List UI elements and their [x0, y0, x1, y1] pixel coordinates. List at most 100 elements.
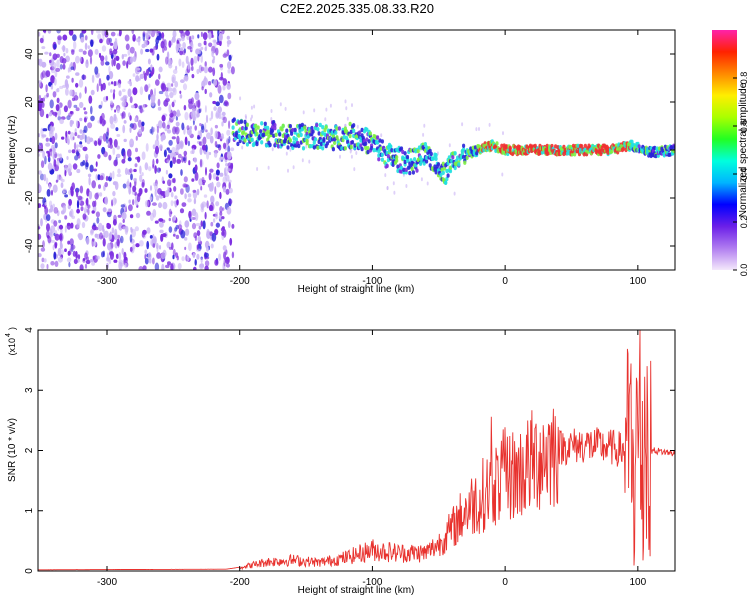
spectrogram-noise-point: [50, 239, 55, 243]
spectrogram-track-point: [405, 154, 410, 160]
spectrogram-noise-point: [135, 147, 138, 153]
spectrogram-noise-point: [82, 146, 88, 152]
spectrogram-noise-point: [122, 183, 127, 189]
spectrogram-noise-point: [102, 33, 105, 42]
spectrogram-noise-point: [50, 204, 54, 213]
spectrogram-noise-point: [475, 127, 478, 132]
spectrogram-noise-point: [126, 184, 130, 189]
spectrogram-noise-point: [98, 184, 101, 189]
spectrogram-noise-point: [50, 84, 54, 90]
spectrogram-track-point: [297, 143, 301, 149]
spectrogram-noise-point: [162, 201, 168, 210]
spectrogram-noise-point: [56, 59, 60, 68]
spectrogram-noise-point: [192, 103, 195, 113]
spectrogram-noise-point: [100, 60, 105, 66]
spectrogram-noise-point: [116, 238, 120, 247]
spectrogram-noise-point: [144, 249, 148, 255]
spectrogram-noise-point: [208, 81, 212, 86]
spectrogram-noise-point: [170, 191, 174, 198]
spectrogram-noise-point: [84, 86, 87, 94]
spectrogram-noise-point: [147, 58, 151, 65]
spectrogram-noise-point: [156, 252, 162, 259]
spectrogram-noise-point: [106, 37, 111, 46]
colorbar-gradient: [712, 30, 737, 270]
spectrogram-noise-point: [53, 207, 59, 214]
spectrogram-noise-point: [112, 219, 117, 226]
spectrogram-track-point: [505, 144, 509, 149]
spectrogram-track-point: [637, 144, 641, 149]
spectrogram-noise-point: [59, 85, 64, 90]
spectrogram-noise-point: [209, 185, 214, 192]
spectrogram-noise-point: [174, 195, 178, 200]
spectrogram-noise-point: [353, 167, 356, 172]
spectrogram-noise-point: [49, 59, 52, 64]
spectrogram-noise-point: [219, 136, 225, 140]
spectrogram-noise-point: [71, 149, 76, 154]
spectrogram-noise-point: [191, 208, 197, 217]
spectrogram-track-point: [432, 156, 436, 161]
spectrogram-noise-point: [172, 87, 177, 96]
spectrogram-noise-point: [216, 162, 220, 169]
spectrogram-noise-point: [189, 125, 192, 130]
spectrogram-noise-point: [194, 259, 197, 266]
spectrogram-noise-point: [127, 80, 132, 84]
spectrogram-noise-point: [226, 82, 231, 90]
spectrogram-noise-point: [87, 122, 93, 129]
spectrogram-noise-point: [292, 165, 295, 170]
snr-series-line: [38, 330, 675, 571]
spectrogram-track-point: [256, 125, 260, 130]
spectrogram-noise-point: [217, 84, 222, 94]
spectrogram-track-point: [335, 135, 339, 140]
spectrogram-noise-point: [222, 78, 228, 86]
spectrogram-noise-point: [192, 189, 197, 193]
spectrogram-noise-point: [90, 115, 95, 122]
spectrogram-noise-point: [58, 224, 64, 230]
spectrogram-noise-point: [75, 107, 80, 112]
spectrogram-noise-point: [135, 75, 140, 82]
spectrogram-noise-point: [142, 32, 146, 42]
spectrogram-noise-point: [110, 100, 113, 106]
spectrogram-noise-point: [168, 40, 172, 48]
spectrogram-noise-point: [193, 266, 197, 270]
spectrogram-track-point: [376, 140, 380, 145]
spectrogram-noise-point: [91, 261, 95, 266]
spectrogram-noise-point: [73, 258, 78, 265]
spectrogram-noise-point: [212, 172, 217, 180]
spectrogram-noise-point: [155, 195, 160, 201]
spectrogram-noise-point: [76, 120, 79, 128]
spectrogram-noise-point: [75, 55, 80, 64]
spectrogram-track-point: [276, 144, 281, 149]
spectrogram-noise-point: [324, 117, 327, 122]
spectrogram-noise-point: [186, 125, 190, 131]
spectrogram-noise-point: [226, 49, 230, 57]
spectrogram-noise-point: [112, 197, 117, 206]
spectrogram-noise-point: [47, 156, 51, 163]
spectrogram-noise-point: [227, 92, 232, 100]
spectrogram-track-point: [645, 147, 650, 152]
spectrogram-noise-point: [112, 170, 115, 180]
spectrogram-noise-point: [172, 248, 176, 257]
spectrogram-noise-point: [177, 224, 183, 230]
spectrogram-track-point: [403, 159, 407, 165]
spectrogram-noise-point: [69, 89, 74, 97]
spectrogram-noise-point: [158, 90, 164, 95]
spectrogram-noise-point: [188, 101, 193, 110]
spectrogram-noise-point: [227, 162, 232, 169]
spectrogram-track-point: [359, 138, 363, 143]
spectrogram-track-point: [244, 126, 248, 131]
spectrogram-noise-point: [93, 241, 97, 247]
spectrogram-track-point: [624, 147, 628, 153]
spectrogram-track-point: [423, 142, 427, 147]
spectrogram-noise-point: [118, 32, 122, 37]
spectrogram-noise-point: [122, 226, 127, 230]
spectrogram-noise-point: [147, 252, 152, 261]
spectrogram-noise-point: [104, 31, 109, 38]
y-tick-label: -20: [24, 190, 35, 205]
spectrogram-track-point: [263, 121, 267, 127]
spectrogram-noise-point: [109, 231, 113, 240]
spectrogram-track-point: [389, 144, 393, 149]
spectrogram-track-point: [315, 122, 319, 128]
spectrogram-noise-point: [184, 111, 189, 121]
snr-y-ticks: 0 1 2 3 4: [24, 327, 675, 574]
spectrogram-track-point: [366, 146, 370, 151]
